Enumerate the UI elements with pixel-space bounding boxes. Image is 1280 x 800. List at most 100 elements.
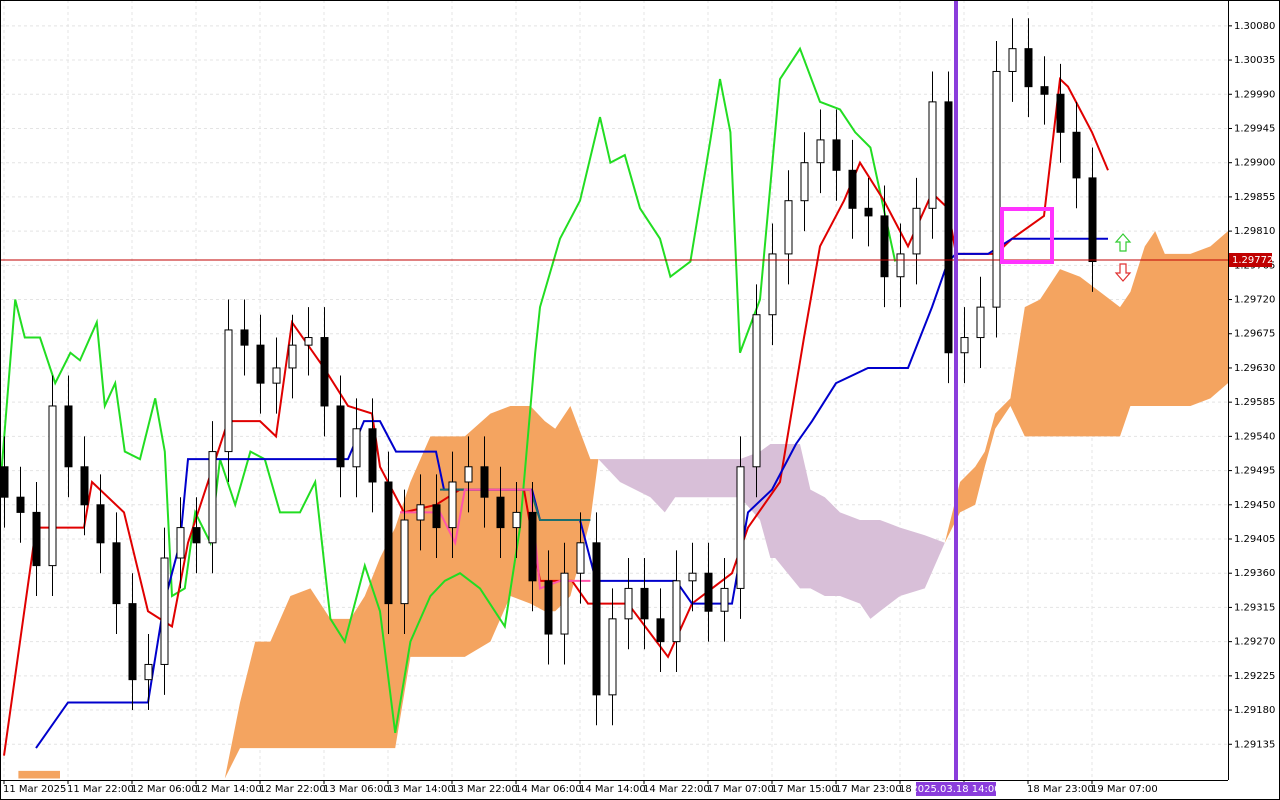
candle-body: [976, 306, 985, 339]
candle-body: [672, 580, 681, 643]
indicator-line: [3, 76, 1109, 756]
candle-body: [944, 101, 953, 354]
candle-body: [224, 329, 233, 453]
x-tick-label: 11 Mar 22:00: [67, 784, 134, 795]
candle-body: [256, 344, 265, 384]
candle-body: [288, 344, 297, 369]
candle-body: [304, 337, 313, 346]
candle-body: [816, 139, 825, 164]
y-tick-label: 1.29900: [1234, 158, 1275, 169]
x-tick-label: 18 M: [899, 784, 924, 795]
candle-body: [928, 101, 937, 209]
candle-body: [64, 405, 73, 468]
x-tick-label: 17 Mar 23:00: [835, 784, 902, 795]
y-tick-label: 1.29720: [1234, 295, 1275, 306]
candle-body: [0, 466, 9, 498]
x-tick-label: 13 Mar 22:00: [451, 784, 518, 795]
buy-arrow: [1114, 233, 1132, 252]
candle-body: [544, 580, 553, 635]
candle-body: [32, 511, 41, 567]
candle-body: [384, 481, 393, 605]
candle-body: [752, 314, 761, 468]
candle-body: [784, 200, 793, 255]
candle-body: [848, 169, 857, 209]
x-tick-label: 19 Mar 07:00: [1091, 784, 1158, 795]
candle-body: [512, 511, 521, 529]
candle-body: [768, 253, 777, 316]
candle-body: [448, 481, 457, 529]
candle-body: [160, 557, 169, 665]
y-tick-label: 1.29630: [1234, 363, 1275, 374]
candle-body: [896, 253, 905, 278]
candle-body: [80, 466, 89, 506]
candle-body: [176, 527, 185, 559]
y-tick-label: 1.29810: [1234, 226, 1275, 237]
y-tick-label: 1.29495: [1234, 466, 1275, 477]
axis-layer: 1.30080 1.30035 1.29990 1.29945 1.29900 1.298…: [3, 21, 1275, 796]
current-price-box: [1229, 253, 1272, 267]
candle-body: [368, 428, 377, 483]
candle-body: [592, 542, 601, 696]
candle-body: [272, 367, 281, 384]
candle-body: [880, 215, 889, 278]
y-tick-label: 1.29450: [1234, 500, 1275, 511]
x-tick-label: 14 Mar 06:00: [515, 784, 582, 795]
x-tick-label: 12 Mar 06:00: [131, 784, 198, 795]
candle-body: [864, 207, 873, 217]
cloud-layer: [18, 231, 1228, 779]
y-tick-label: 1.29585: [1234, 397, 1275, 408]
candle-body: [608, 618, 617, 696]
candle-body: [560, 572, 569, 635]
y-tick-label: 1.29855: [1234, 192, 1275, 203]
cursor-label-box: [916, 782, 996, 796]
candle-body: [96, 504, 105, 544]
candle-body: [112, 542, 121, 605]
y-tick-label: 1.29225: [1234, 671, 1275, 682]
y-tick-label: 1.29540: [1234, 431, 1275, 442]
current-price-label: 1.29772: [1232, 255, 1273, 266]
candle-body: [144, 663, 153, 681]
candle-body: [720, 587, 729, 612]
cloud: [224, 405, 599, 779]
sell-arrow: [1114, 263, 1132, 282]
candle-body: [320, 337, 329, 407]
candle-body: [736, 466, 745, 589]
candle-body: [576, 542, 585, 574]
y-tick-label: 1.29270: [1234, 637, 1275, 648]
candle-body: [800, 162, 809, 202]
candle-body: [416, 504, 425, 521]
candle-body: [704, 572, 713, 612]
y-tick-label: 1.29405: [1234, 534, 1275, 545]
y-tick-label: 1.29990: [1234, 89, 1275, 100]
candle-body: [496, 496, 505, 529]
candle-body: [208, 451, 217, 544]
indicator-line: [0, 46, 897, 734]
y-tick-label: 1.29135: [1234, 739, 1275, 750]
candle-body: [528, 511, 537, 582]
candle-body: [1008, 48, 1017, 72]
candle-body: [192, 527, 201, 544]
y-tick-label: 1.29945: [1234, 123, 1275, 134]
candle-body: [128, 603, 137, 681]
candle-body: [688, 572, 697, 582]
y-tick-label: 1.29315: [1234, 602, 1275, 613]
candle-body: [1024, 48, 1033, 88]
candle-body: [336, 405, 345, 468]
x-tick-label: 13 Mar 14:00: [387, 784, 454, 795]
candle-body: [992, 70, 1001, 308]
candle-body: [352, 428, 361, 468]
candle-body: [640, 587, 649, 620]
y-tick-label: 1.29360: [1234, 568, 1275, 579]
candle-body: [480, 466, 489, 498]
y-tick-label: 1.30080: [1234, 21, 1275, 32]
candle-body: [1056, 93, 1065, 133]
cloud: [944, 231, 1228, 543]
x-tick-label: 11 Mar 2025: [3, 784, 66, 795]
x-tick-label: 14 Mar 22:00: [643, 784, 710, 795]
candle-body: [1040, 86, 1049, 95]
x-tick-label: 13 Mar 06:00: [323, 784, 390, 795]
cloud: [18, 770, 60, 779]
candle-body: [48, 405, 57, 567]
candle-body: [16, 496, 25, 513]
candle-layer: [0, 18, 1097, 726]
